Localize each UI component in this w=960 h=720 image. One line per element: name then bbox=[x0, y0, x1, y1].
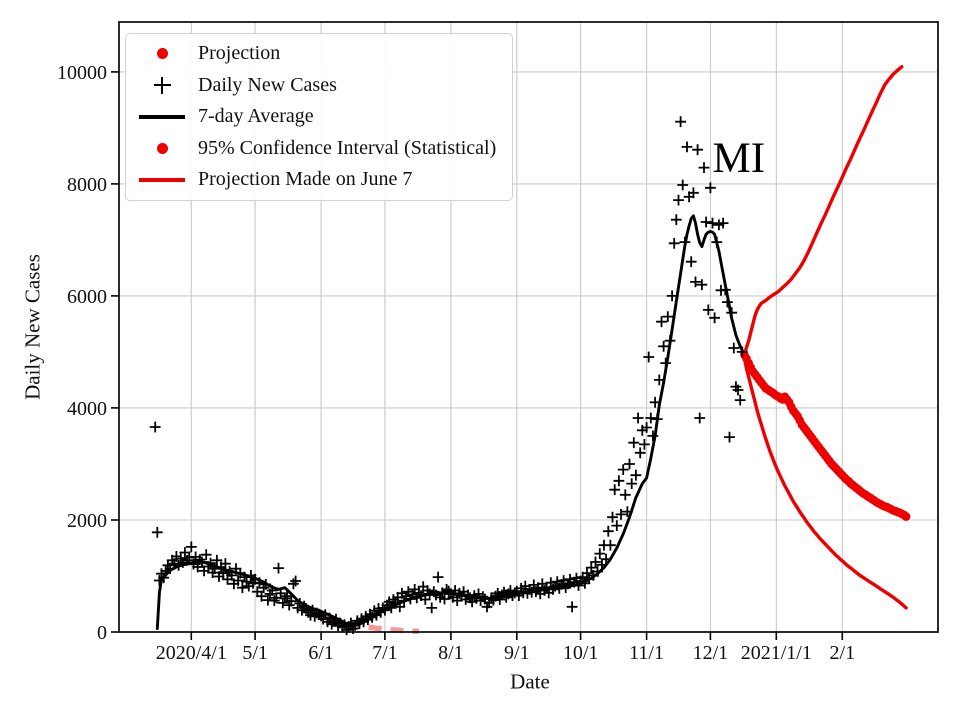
x-tick-label: 8/1 bbox=[438, 642, 464, 664]
legend-item-label: Projection Made on June 7 bbox=[198, 168, 413, 191]
black-plus-icon bbox=[153, 76, 171, 94]
legend-item-label: 95% Confidence Interval (Statistical) bbox=[198, 136, 497, 159]
june7-projection-line bbox=[324, 617, 419, 635]
x-tick-label: 6/1 bbox=[308, 642, 334, 664]
y-tick-label: 4000 bbox=[67, 398, 107, 420]
plot-border bbox=[118, 21, 939, 633]
y-axis-title: Daily New Cases bbox=[20, 254, 45, 400]
black-line-icon bbox=[139, 114, 185, 119]
legend-item-label: 7-day Average bbox=[198, 105, 314, 128]
legend-item: Projection bbox=[126, 38, 496, 70]
x-tick-label: 9/1 bbox=[504, 642, 530, 664]
legend-item-label: Projection bbox=[198, 42, 281, 65]
x-tick-label: 10/1 bbox=[563, 642, 599, 664]
confidence-upper-line bbox=[742, 65, 904, 357]
x-tick-label: 5/1 bbox=[242, 642, 268, 664]
x-ticks bbox=[190, 632, 844, 640]
red-line-icon bbox=[139, 178, 185, 182]
x-tick-label: 2/1 bbox=[830, 642, 856, 664]
y-tick-label: 0 bbox=[97, 622, 107, 644]
red-dot-icon bbox=[156, 48, 168, 60]
legend-item: Projection Made on June 7 bbox=[126, 164, 496, 196]
legend: Projection Daily New Cases 7-day Average 95… bbox=[125, 33, 514, 201]
y-tick-label: 8000 bbox=[67, 174, 107, 196]
daily-cases-scatter bbox=[149, 116, 748, 636]
x-tick-label: 2020/4/1 bbox=[156, 642, 227, 664]
red-dot-icon bbox=[156, 142, 168, 154]
x-tick-labels: 2020/4/1 5/1 6/1 7/1 8/1 9/1 10/1 11/1 12/1 2021/… bbox=[156, 642, 855, 664]
x-tick-label: 11/1 bbox=[629, 642, 664, 664]
legend-item: 95% Confidence Interval (Statistical) bbox=[126, 133, 496, 165]
x-tick-label: 2021/1/1 bbox=[741, 642, 812, 664]
confidence-lower-line bbox=[742, 355, 908, 610]
legend-item: 7-day Average bbox=[126, 101, 496, 133]
x-axis-title: Date bbox=[510, 669, 550, 694]
y-ticks bbox=[111, 71, 119, 633]
x-tick-label: 7/1 bbox=[372, 642, 398, 664]
projection-dots bbox=[740, 350, 911, 521]
y-tick-label: 6000 bbox=[67, 286, 107, 308]
y-tick-labels: 0 2000 4000 6000 8000 10000 bbox=[57, 62, 107, 644]
y-tick-label: 10000 bbox=[57, 62, 107, 84]
legend-item: Daily New Cases bbox=[126, 70, 496, 102]
state-annotation: MI bbox=[713, 135, 766, 182]
legend-item-label: Daily New Cases bbox=[198, 73, 337, 96]
y-tick-label: 2000 bbox=[67, 510, 107, 532]
x-tick-label: 12/1 bbox=[693, 642, 729, 664]
